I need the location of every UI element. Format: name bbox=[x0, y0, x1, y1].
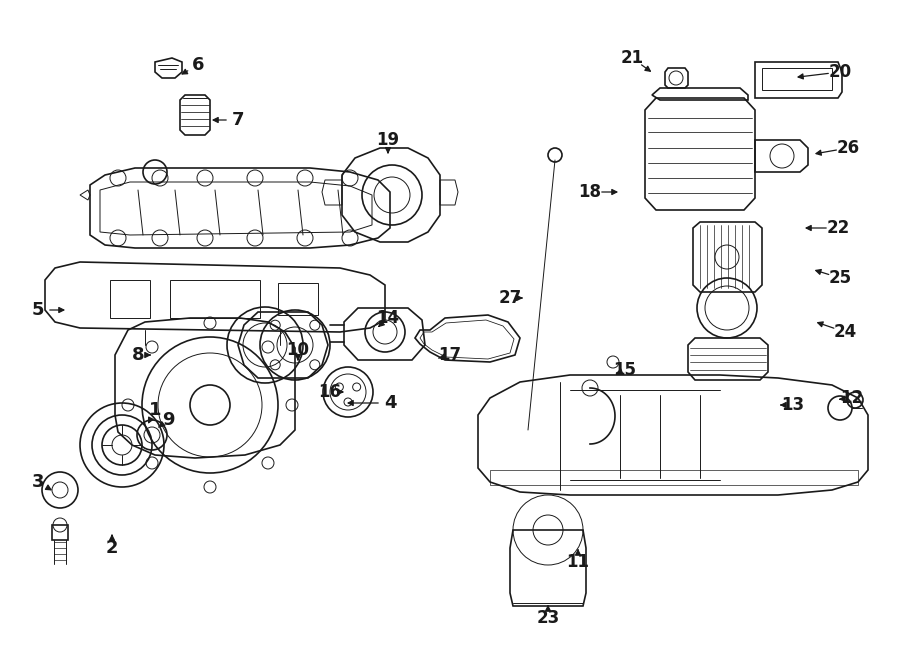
Text: 2: 2 bbox=[106, 539, 118, 557]
Text: 3: 3 bbox=[32, 473, 44, 491]
Text: 16: 16 bbox=[319, 383, 341, 401]
Text: 14: 14 bbox=[376, 309, 400, 327]
Text: 24: 24 bbox=[833, 323, 857, 341]
Text: 21: 21 bbox=[620, 49, 643, 67]
Text: 25: 25 bbox=[828, 269, 851, 287]
Text: 5: 5 bbox=[32, 301, 44, 319]
Text: 22: 22 bbox=[826, 219, 850, 237]
Text: 6: 6 bbox=[192, 56, 204, 74]
Text: 12: 12 bbox=[841, 389, 864, 407]
Text: 15: 15 bbox=[614, 361, 636, 379]
Text: 9: 9 bbox=[162, 411, 175, 429]
Text: 10: 10 bbox=[286, 341, 310, 359]
Text: 17: 17 bbox=[438, 346, 462, 364]
Text: 26: 26 bbox=[836, 139, 860, 157]
Text: 4: 4 bbox=[383, 394, 396, 412]
Text: 18: 18 bbox=[579, 183, 601, 201]
Text: 27: 27 bbox=[499, 289, 522, 307]
Text: 20: 20 bbox=[828, 63, 851, 81]
Text: 13: 13 bbox=[781, 396, 805, 414]
Text: 11: 11 bbox=[566, 553, 590, 571]
Text: 23: 23 bbox=[536, 609, 560, 627]
Text: 19: 19 bbox=[376, 131, 400, 149]
Text: 1: 1 bbox=[148, 401, 161, 419]
Text: 8: 8 bbox=[131, 346, 144, 364]
Text: 7: 7 bbox=[232, 111, 244, 129]
